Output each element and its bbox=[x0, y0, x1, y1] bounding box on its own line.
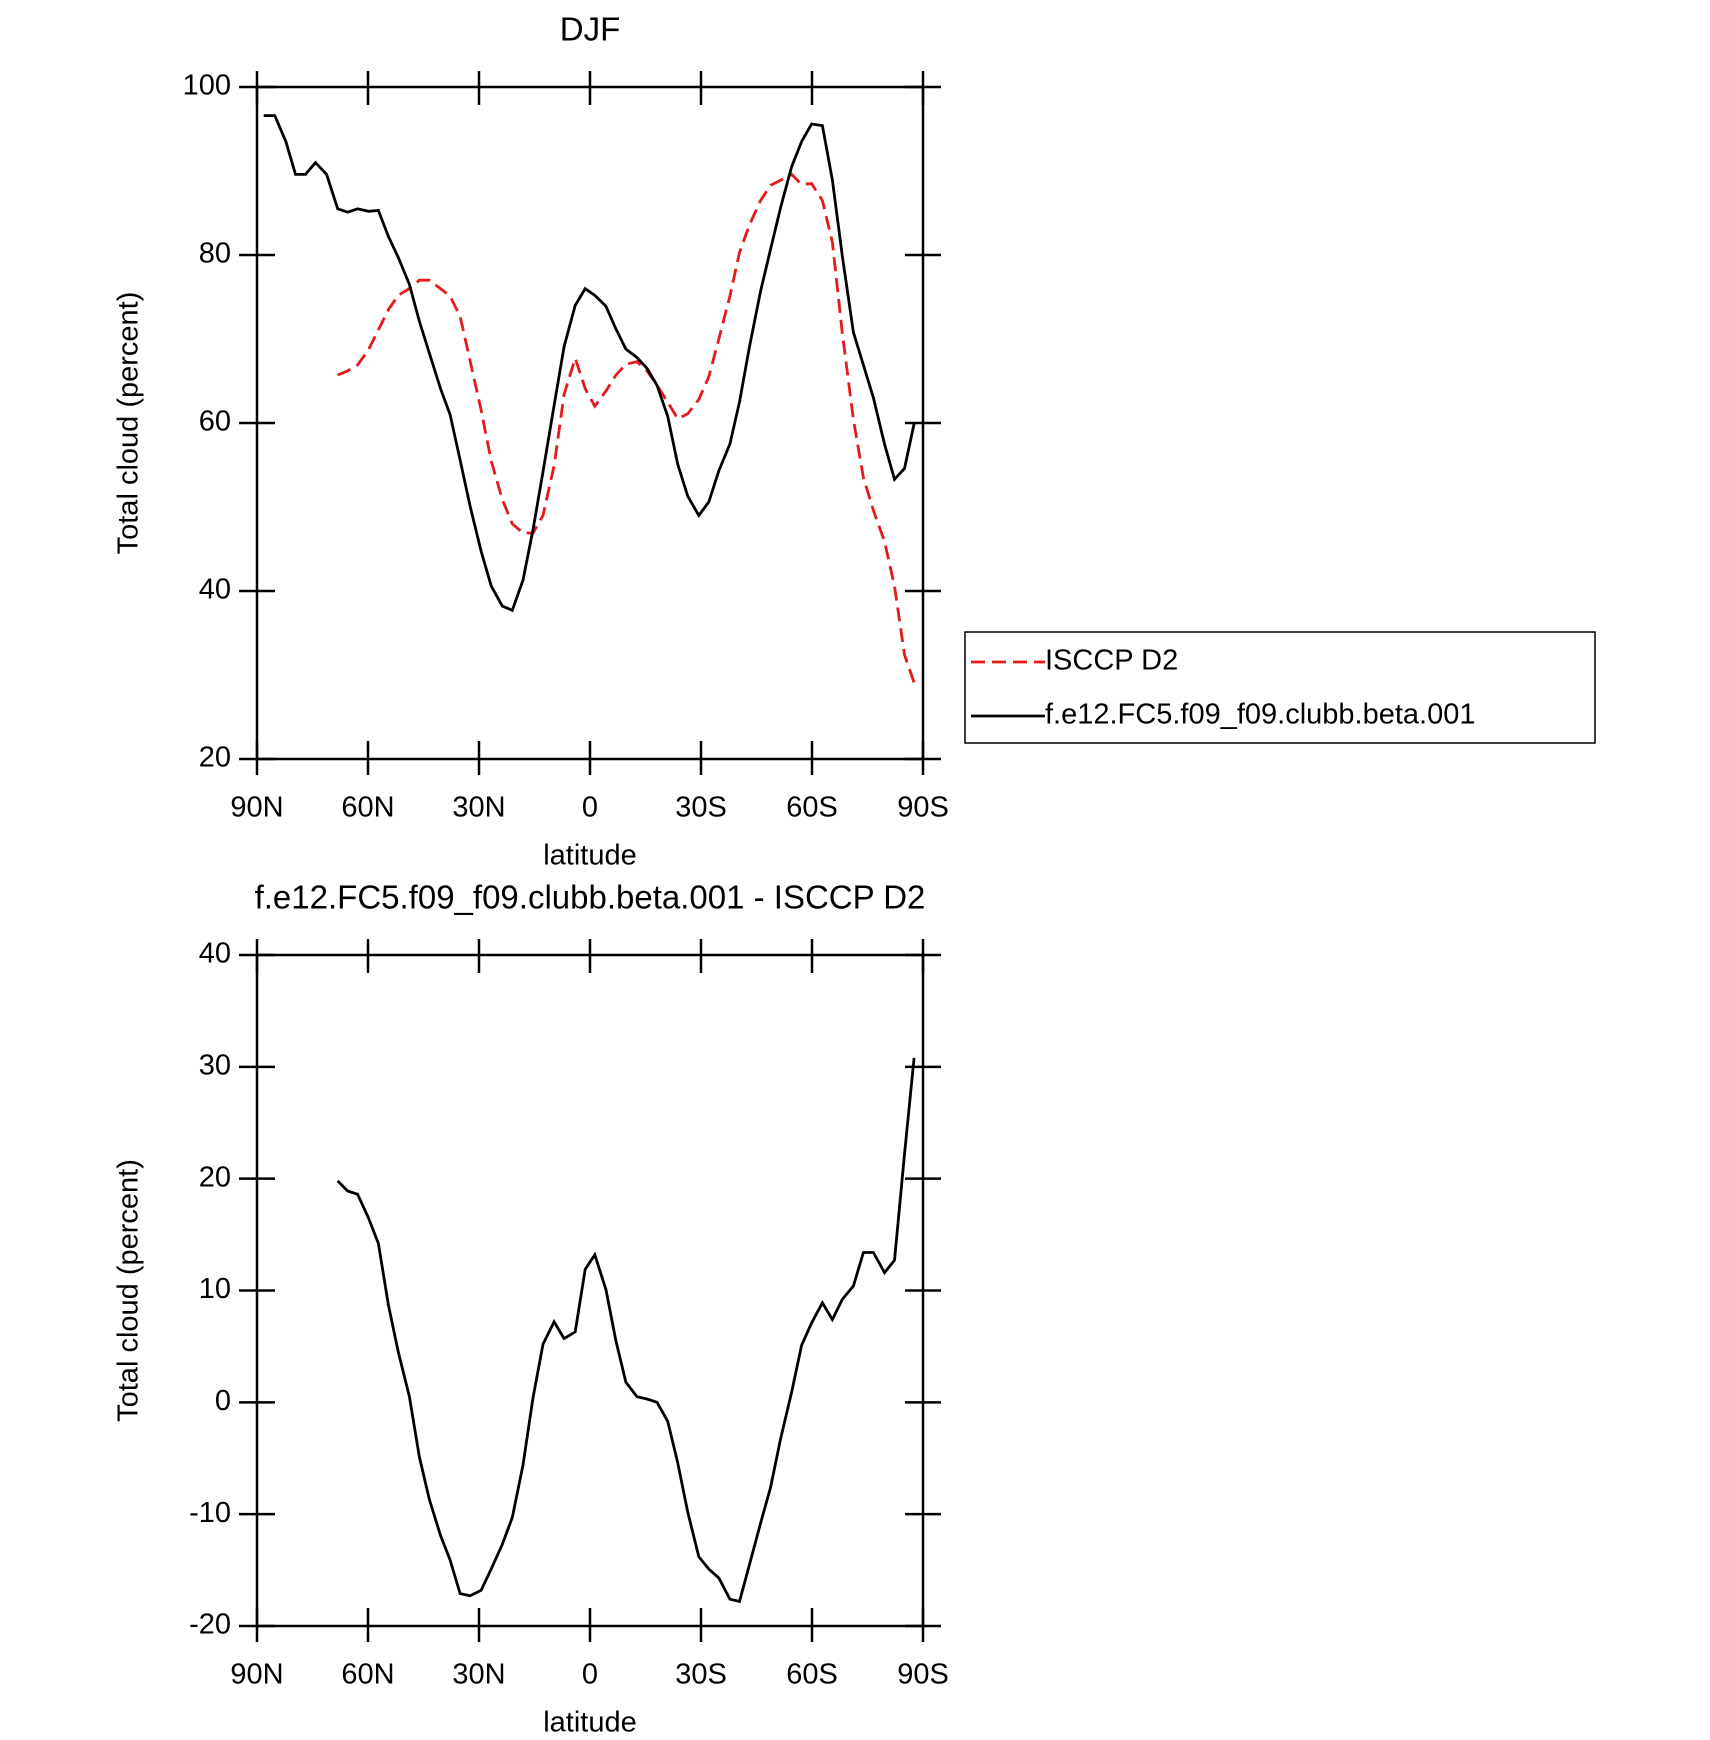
y-tick-label: 20 bbox=[199, 742, 231, 774]
y-tick-label: 80 bbox=[199, 238, 231, 270]
y-tick-label: 100 bbox=[183, 70, 231, 102]
y-tick-label: 30 bbox=[199, 1049, 231, 1081]
x-tick-label: 30N bbox=[452, 792, 505, 824]
x-axis-label: latitude bbox=[543, 840, 637, 872]
chart-title: DJF bbox=[560, 11, 621, 48]
legend-label: f.e12.FC5.f09_f09.clubb.beta.001 bbox=[1045, 699, 1475, 731]
y-tick-label: 40 bbox=[199, 574, 231, 606]
x-tick-label: 90N bbox=[230, 792, 283, 824]
data-line bbox=[337, 172, 916, 684]
y-tick-label: 10 bbox=[199, 1273, 231, 1305]
x-tick-label: 60S bbox=[786, 792, 838, 824]
plot-frame bbox=[255, 85, 925, 761]
x-tick-label: 0 bbox=[582, 792, 598, 824]
y-tick-label: 0 bbox=[215, 1385, 231, 1417]
x-tick-label: 90S bbox=[897, 792, 949, 824]
data-line bbox=[263, 114, 916, 613]
y-axis-label: Total cloud (percent) bbox=[113, 292, 145, 555]
y-tick-label: 20 bbox=[199, 1161, 231, 1193]
legend-label: ISCCP D2 bbox=[1045, 645, 1178, 677]
y-tick-label: 40 bbox=[199, 938, 231, 970]
x-tick-label: 60N bbox=[341, 1659, 394, 1691]
plot-frame bbox=[255, 953, 925, 1628]
y-tick-label: -20 bbox=[189, 1609, 231, 1641]
y-axis-label: Total cloud (percent) bbox=[113, 1159, 145, 1422]
x-tick-label: 30S bbox=[675, 1659, 727, 1691]
x-tick-label: 0 bbox=[582, 1659, 598, 1691]
x-tick-label: 90N bbox=[230, 1659, 283, 1691]
y-tick-label: -10 bbox=[189, 1497, 231, 1529]
y-tick-label: 60 bbox=[199, 406, 231, 438]
chart-title: f.e12.FC5.f09_f09.clubb.beta.001 - ISCCP… bbox=[255, 879, 926, 916]
x-axis-label: latitude bbox=[543, 1707, 637, 1739]
data-line bbox=[336, 1057, 916, 1604]
x-tick-label: 90S bbox=[897, 1659, 949, 1691]
legend-box bbox=[964, 631, 1596, 744]
x-tick-label: 30S bbox=[675, 792, 727, 824]
x-tick-label: 30N bbox=[452, 1659, 505, 1691]
x-tick-label: 60N bbox=[341, 792, 394, 824]
x-tick-label: 60S bbox=[786, 1659, 838, 1691]
